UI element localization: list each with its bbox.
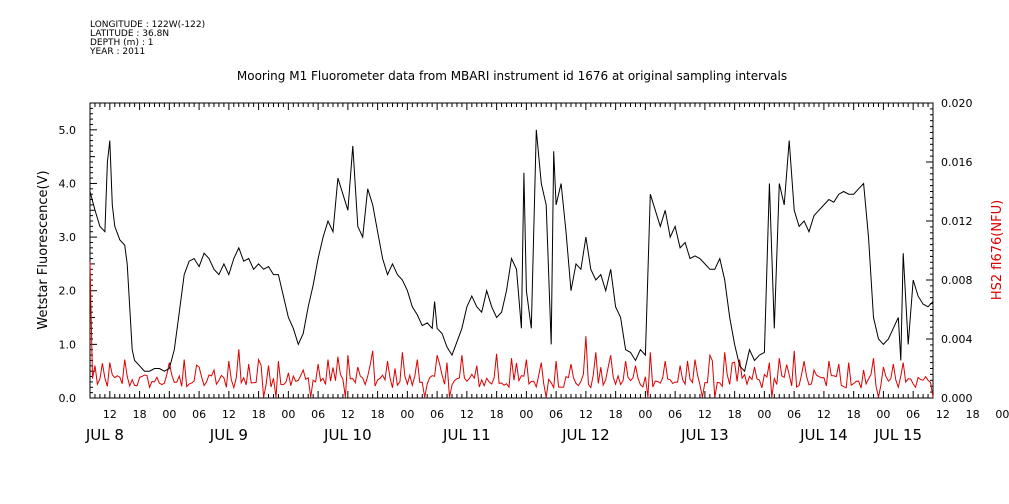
- x-hour-tick-label: 18: [371, 408, 385, 421]
- x-hour-tick-label: 06: [549, 408, 563, 421]
- x-hour-tick-label: 12: [579, 408, 593, 421]
- x-hour-tick-label: 06: [192, 408, 206, 421]
- x-hour-tick-label: 12: [698, 408, 712, 421]
- x-day-label: JUL 13: [680, 426, 729, 444]
- x-hour-tick-label: 18: [252, 408, 266, 421]
- axis-ticks: 12 18 00 06 12 18 00 06 12 18 00 06 12 18 00 06 12 18 00 06…: [59, 97, 1009, 444]
- x-hour-tick-label: 12: [222, 408, 236, 421]
- x-hour-tick-label: 18: [847, 408, 861, 421]
- y-right-tick-label: 0.000: [941, 392, 973, 405]
- x-day-label: JUL 9: [209, 426, 248, 444]
- x-hour-tick-label: 18: [966, 408, 980, 421]
- x-hour-tick-label: 00: [281, 408, 295, 421]
- y-right-tick-label: 0.020: [941, 97, 973, 110]
- plot-frame: [89, 102, 934, 399]
- red-fl676-line: [89, 262, 934, 398]
- x-hour-tick-label: 00: [638, 408, 652, 421]
- y-axis-right-label: HS2 fl676(NFU): [990, 200, 1005, 300]
- x-hour-tick-label: 06: [311, 408, 325, 421]
- x-hour-tick-label: 18: [133, 408, 147, 421]
- x-hour-tick-label: 06: [787, 408, 801, 421]
- metadata-latitude: LATITUDE : 36.8N: [90, 29, 170, 39]
- y-left-tick-label: 4.0: [59, 177, 77, 190]
- x-hour-tick-label: 06: [906, 408, 920, 421]
- y-left-tick-label: 1.0: [59, 338, 77, 351]
- x-day-label: JUL 10: [323, 426, 372, 444]
- x-hour-tick-label: 12: [936, 408, 950, 421]
- x-hour-tick-label: 00: [519, 408, 533, 421]
- red-series-group: [89, 262, 934, 398]
- x-day-label: JUL 11: [442, 426, 491, 444]
- x-day-label: JUL 15: [873, 426, 922, 444]
- metadata-longitude: LONGITUDE : 122W(-122): [90, 20, 206, 30]
- x-hour-tick-label: 06: [668, 408, 682, 421]
- black-series-group: [89, 129, 934, 373]
- x-day-label: JUL 8: [85, 426, 124, 444]
- metadata-year: YEAR : 2011: [90, 47, 146, 57]
- x-hour-tick-label: 00: [162, 408, 176, 421]
- x-hour-tick-label: 12: [817, 408, 831, 421]
- black-wetstar-line: [89, 129, 934, 373]
- y-right-tick-label: 0.016: [941, 156, 973, 169]
- x-hour-tick-label: 12: [341, 408, 355, 421]
- x-hour-tick-label: 00: [400, 408, 414, 421]
- x-day-label: JUL 12: [561, 426, 610, 444]
- chart-title: Mooring M1 Fluorometer data from MBARI i…: [237, 69, 787, 83]
- y-axis-left-label: Wetstar Fluorescence(V): [36, 170, 51, 329]
- x-hour-tick-label: 18: [728, 408, 742, 421]
- x-hour-tick-label: 18: [609, 408, 623, 421]
- x-hour-tick-label: 18: [490, 408, 504, 421]
- y-right-tick-label: 0.012: [941, 215, 973, 228]
- metadata-depth: DEPTH (m) : 1: [90, 38, 154, 48]
- y-left-tick-label: 0.0: [59, 392, 77, 405]
- x-hour-tick-label: 00: [876, 408, 890, 421]
- y-left-tick-label: 3.0: [59, 231, 77, 244]
- x-hour-tick-label: 12: [103, 408, 117, 421]
- x-hour-tick-label: 00: [757, 408, 771, 421]
- y-left-tick-label: 5.0: [59, 124, 77, 137]
- y-right-tick-label: 0.008: [941, 274, 973, 287]
- x-hour-tick-label: 12: [460, 408, 474, 421]
- x-hour-tick-label: 06: [430, 408, 444, 421]
- x-day-label: JUL 14: [799, 426, 848, 444]
- x-hour-tick-label: 00: [995, 408, 1009, 421]
- y-left-tick-label: 2.0: [59, 285, 77, 298]
- y-right-tick-label: 0.004: [941, 333, 973, 346]
